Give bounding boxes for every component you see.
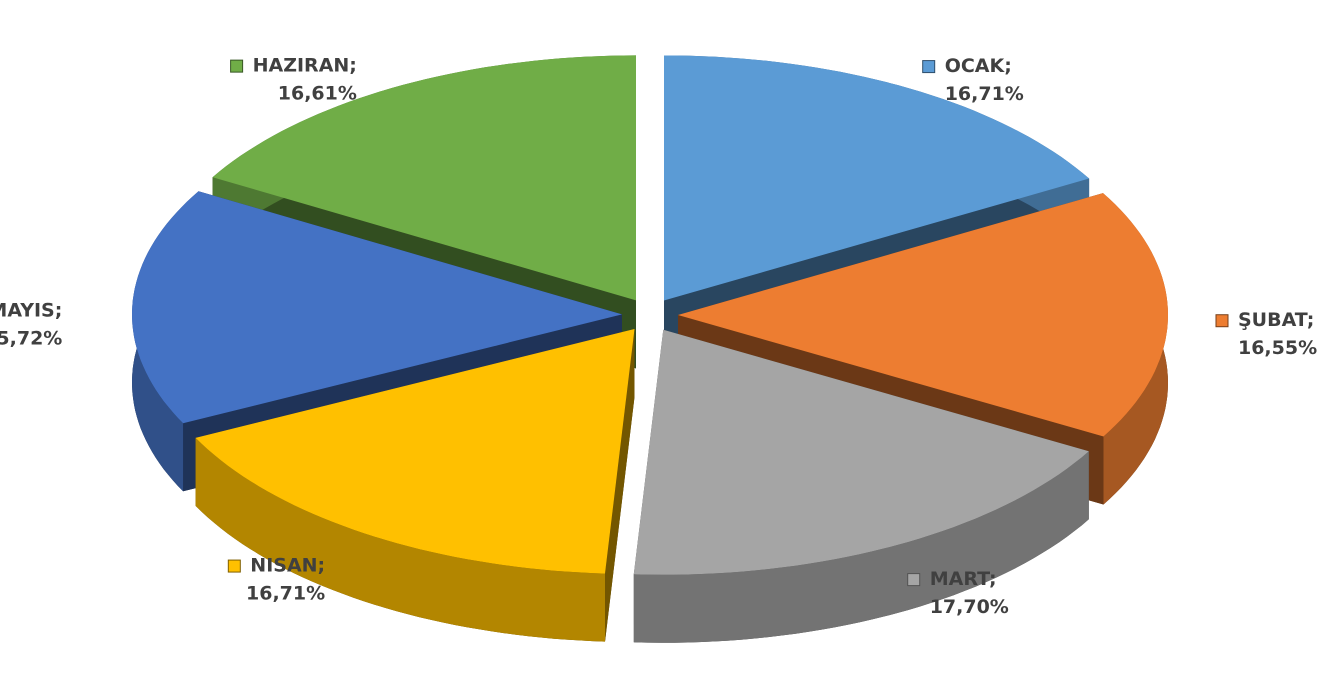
legend-label: NISAN; (250, 555, 325, 577)
slice (664, 55, 1090, 301)
legend-marker (1215, 314, 1229, 328)
legend-label: MART; (930, 568, 997, 590)
slice-side (633, 451, 1089, 643)
data-label: 16,71% (246, 583, 325, 605)
data-label: 17,70% (930, 596, 1009, 618)
legend-label: OCAK; (945, 55, 1012, 77)
legend-label: MAYIS; (0, 300, 62, 322)
legend-marker (227, 559, 241, 573)
slice (195, 329, 635, 574)
data-label: 16,61% (278, 83, 357, 105)
slice-wall (605, 329, 635, 642)
slice (212, 55, 636, 301)
legend-marker (907, 573, 921, 587)
data-label: 16,71% (945, 83, 1024, 105)
slice (678, 193, 1168, 437)
slice (195, 329, 635, 642)
slice (132, 191, 622, 424)
slice-side (195, 437, 605, 642)
data-label: 15,72% (0, 328, 62, 350)
legend-label: ŞUBAT; (1238, 309, 1314, 331)
slice (633, 329, 1089, 643)
data-label: 16,55% (1238, 337, 1317, 359)
slice (633, 329, 1089, 575)
legend-marker (230, 59, 244, 73)
legend-label: HAZIRAN; (253, 55, 357, 77)
legend-marker (922, 60, 936, 74)
